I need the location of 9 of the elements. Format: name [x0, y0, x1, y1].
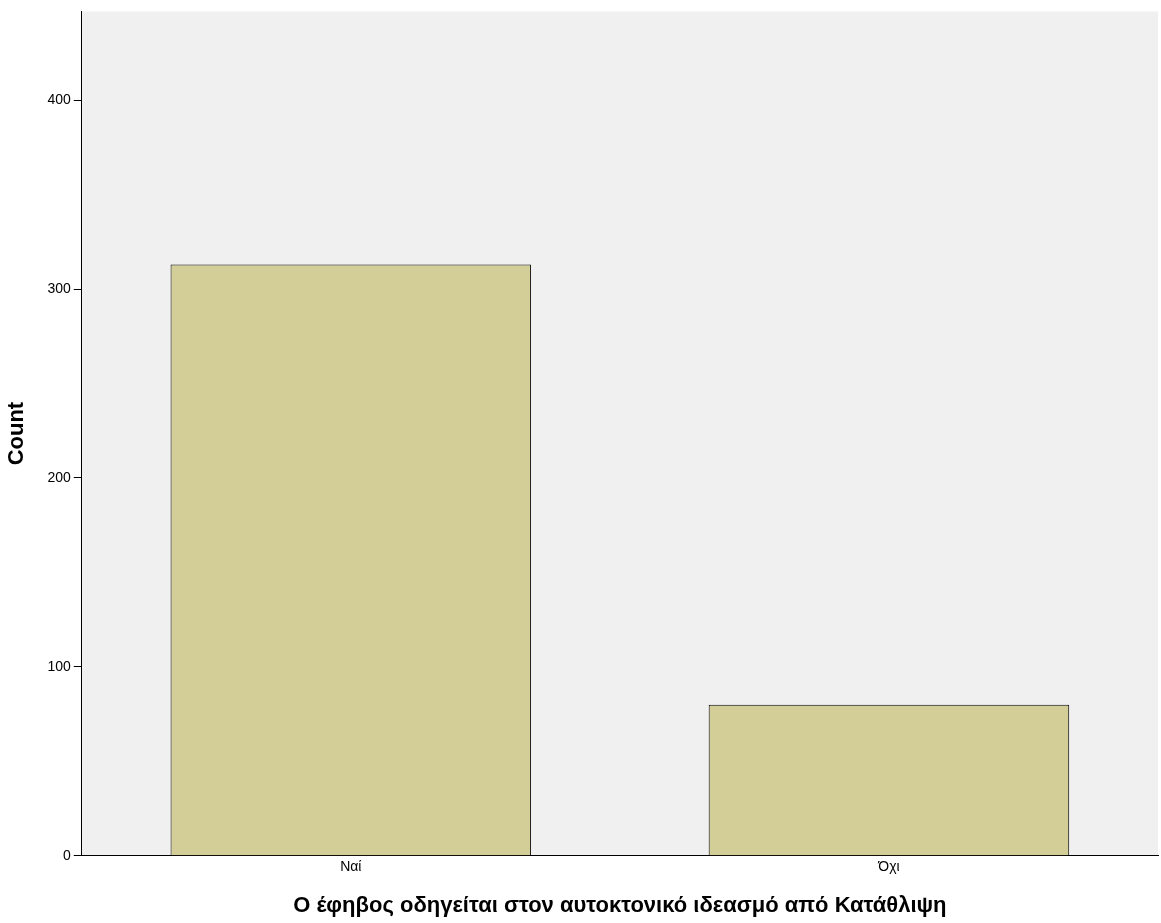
x-axis-title: Ο έφηβος οδηγείται στον αυτοκτονικό ιδεασμό από Κατάθλιψη	[293, 891, 947, 917]
x-tick-label: Όχι	[877, 858, 900, 875]
y-tick-label: 400	[47, 91, 71, 108]
x-tick-label: Ναί	[340, 858, 362, 875]
y-tick-label: 200	[47, 468, 71, 485]
y-tick-label: 0	[62, 846, 71, 863]
y-axis-title: Count	[3, 401, 29, 466]
y-tick-label: 300	[47, 279, 71, 296]
y-tick-label: 100	[47, 657, 71, 674]
